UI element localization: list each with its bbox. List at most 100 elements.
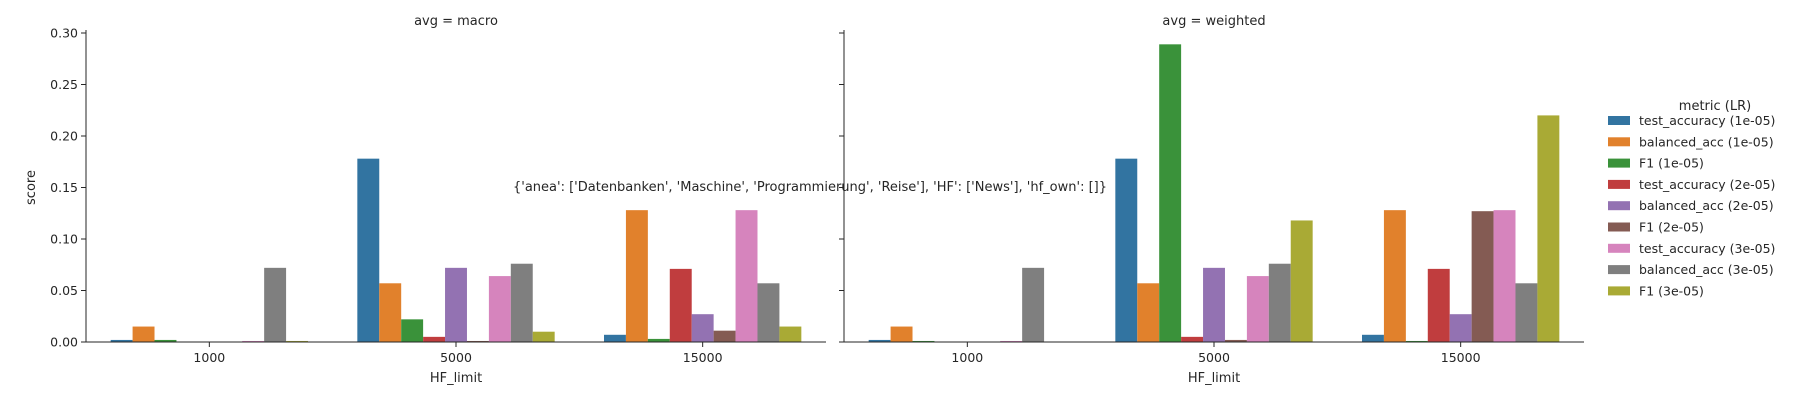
panel-title: avg = weighted [1162, 14, 1265, 29]
legend-swatch [1608, 137, 1630, 147]
legend-label: balanced_acc (1e-05) [1639, 134, 1774, 149]
bar [1137, 283, 1160, 342]
legend-item: F1 (3e-05) [1608, 283, 1704, 298]
y-tick-label: 0.30 [50, 26, 78, 41]
x-tick-label: 5000 [1198, 350, 1230, 365]
x-tick-label: 1000 [193, 350, 225, 365]
bar [1362, 334, 1384, 342]
bar [713, 330, 736, 342]
bars [868, 44, 1560, 343]
bar [1290, 220, 1313, 342]
bar [1427, 268, 1450, 342]
legend-item: test_accuracy (2e-05) [1608, 177, 1775, 192]
legend-title: metric (LR) [1679, 99, 1751, 114]
legend-item: balanced_acc (1e-05) [1608, 134, 1774, 149]
bar [154, 339, 177, 342]
bar [669, 268, 692, 342]
legend-label: test_accuracy (2e-05) [1639, 177, 1775, 192]
bar [1000, 340, 1023, 342]
x-tick-label: 15000 [683, 350, 723, 365]
y-tick-label: 0.10 [50, 232, 78, 247]
bar [1471, 211, 1494, 342]
chart-panels: avg = macro 0.00 0.05 0.10 0.15 0.20 0.25 0.30 1… [24, 14, 1584, 386]
legend-label: balanced_acc (3e-05) [1639, 262, 1774, 277]
y-tick-label: 0.20 [50, 129, 78, 144]
bar [1537, 115, 1560, 343]
y-tick-label: 0.00 [50, 335, 78, 350]
bar [779, 326, 802, 342]
bar [532, 331, 555, 342]
bar [1022, 267, 1045, 342]
bar [1203, 267, 1225, 342]
panel-title: avg = macro [414, 14, 498, 29]
bar [625, 210, 648, 342]
y-axis-label: score [24, 170, 39, 205]
y-tick-label: 0.05 [50, 283, 78, 298]
bar [757, 283, 780, 342]
bar [647, 338, 670, 342]
bar [1268, 263, 1291, 342]
legend-swatch [1608, 286, 1630, 296]
legend-swatch [1608, 222, 1630, 232]
legend-label: F1 (1e-05) [1639, 156, 1704, 171]
legend-item: test_accuracy (1e-05) [1608, 113, 1775, 128]
x-axis-label: HF_limit [1188, 371, 1240, 386]
bar [1449, 314, 1472, 342]
chart-panel: avg = weighted 1000 5000 15000 HF_limit [839, 14, 1584, 386]
bar [1115, 158, 1138, 342]
bar [735, 210, 758, 342]
bar [264, 267, 287, 342]
legend-swatch [1608, 201, 1630, 211]
bar [1224, 339, 1247, 342]
legend-label: test_accuracy (1e-05) [1639, 113, 1775, 128]
y-tick-label: 0.25 [50, 77, 78, 92]
bar [604, 334, 626, 342]
bar [110, 339, 133, 342]
legend-swatch [1608, 179, 1630, 189]
legend-swatch [1608, 265, 1630, 275]
x-tick-label: 15000 [1441, 350, 1481, 365]
legend-item: F1 (2e-05) [1608, 220, 1704, 235]
overlay-annotation: {'anea': ['Datenbanken', 'Maschine', 'Pr… [513, 180, 1107, 195]
bar [912, 340, 935, 342]
bar [1159, 44, 1182, 342]
bar [286, 340, 308, 342]
legend-item: test_accuracy (3e-05) [1608, 241, 1775, 256]
bar [401, 319, 424, 342]
legend-label: balanced_acc (2e-05) [1639, 198, 1774, 213]
bar [466, 340, 489, 342]
x-axis-label: HF_limit [430, 371, 482, 386]
bar [890, 326, 913, 342]
legend-item: F1 (1e-05) [1608, 156, 1704, 171]
bar [488, 276, 511, 342]
bar [1493, 210, 1516, 342]
bar [132, 326, 155, 342]
legend-label: F1 (3e-05) [1639, 283, 1704, 298]
bar [1181, 336, 1204, 342]
bar [1515, 283, 1538, 342]
bar [691, 314, 714, 342]
bar [445, 267, 467, 342]
legend-swatch [1608, 158, 1630, 168]
legend-item: balanced_acc (2e-05) [1608, 198, 1774, 213]
chart-panel: avg = macro 0.00 0.05 0.10 0.15 0.20 0.25 0.30 1… [24, 14, 826, 386]
bar [242, 340, 265, 342]
bar [1246, 276, 1269, 342]
legend-swatch [1608, 116, 1630, 125]
x-tick-label: 1000 [951, 350, 983, 365]
bar [1383, 210, 1406, 342]
y-tick-label: 0.15 [50, 180, 78, 195]
legend-label: test_accuracy (3e-05) [1639, 241, 1775, 256]
legend: metric (LR) test_accuracy (1e-05) balance… [1608, 99, 1775, 298]
legend-items: test_accuracy (1e-05) balanced_acc (1e-05… [1608, 113, 1775, 298]
bar [379, 283, 402, 342]
legend-swatch [1608, 243, 1630, 253]
legend-label: F1 (2e-05) [1639, 220, 1704, 235]
legend-item: balanced_acc (3e-05) [1608, 262, 1774, 277]
bar [423, 336, 446, 342]
bars [110, 158, 802, 342]
bar [357, 158, 380, 342]
x-tick-label: 5000 [440, 350, 472, 365]
bar [510, 263, 533, 342]
